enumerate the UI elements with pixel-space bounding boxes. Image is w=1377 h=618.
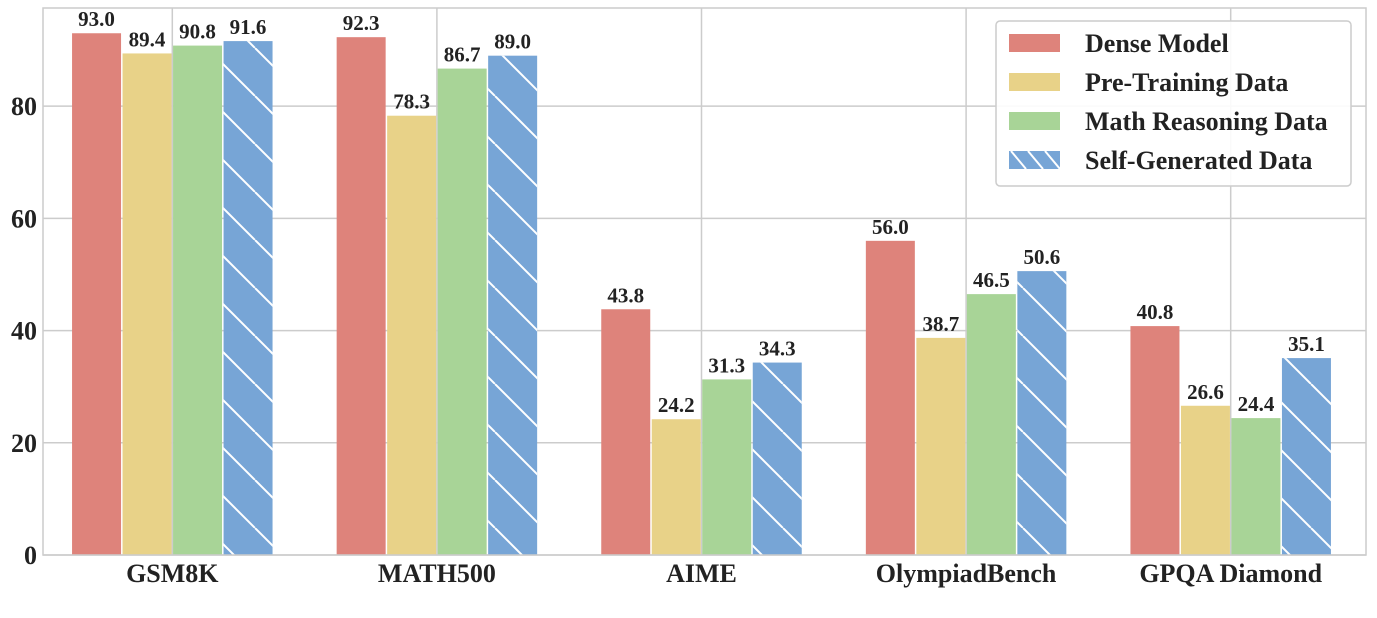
bar-hatch <box>1017 271 1067 555</box>
y-tick-label: 60 <box>11 204 37 233</box>
bar-value-label: 89.4 <box>129 27 166 51</box>
bar-value-label: 40.8 <box>1137 300 1174 324</box>
legend-swatch <box>1009 73 1060 91</box>
y-tick-label: 20 <box>11 429 37 458</box>
y-tick-label: 0 <box>24 541 37 570</box>
legend-label: Pre-Training Data <box>1085 68 1288 97</box>
legend-box <box>995 20 1352 187</box>
x-tick-label: GSM8K <box>126 559 219 588</box>
legend-hatch-line <box>1027 150 1044 170</box>
bar-value-label: 34.3 <box>759 337 796 361</box>
x-tick-label: OlympiadBench <box>876 559 1057 588</box>
legend-hatch-line <box>1010 150 1027 170</box>
bar-value-label: 56.0 <box>872 215 909 239</box>
bar-dense-model <box>601 309 651 555</box>
legend-label: Self-Generated Data <box>1085 146 1312 175</box>
value-labels: 93.0 92.3 43.8 56.0 40.8 89.4 78.3 24.2 38.7 26.6… <box>78 7 1325 417</box>
bar-hatch <box>752 362 802 555</box>
bar-dense-model <box>1130 326 1180 555</box>
legend-swatch <box>1009 34 1060 52</box>
y-tick-label: 40 <box>11 317 37 346</box>
bar-math-reasoning-data <box>966 294 1016 555</box>
bar-dense-model <box>336 37 386 555</box>
bar-value-label: 46.5 <box>973 268 1010 292</box>
bar-math-reasoning-data <box>1231 418 1281 555</box>
bar-pre-training-data <box>122 53 172 555</box>
bar-pre-training-data <box>651 419 701 555</box>
x-tick-label: AIME <box>666 559 737 588</box>
legend-hatch-line <box>1044 150 1061 170</box>
bar-value-label: 92.3 <box>343 11 380 35</box>
bar-math-reasoning-data <box>173 45 223 556</box>
bar-value-label: 50.6 <box>1023 245 1060 269</box>
bar-value-label: 24.2 <box>658 393 695 417</box>
bar-hatch <box>1281 358 1331 555</box>
bar-value-label: 93.0 <box>78 7 115 31</box>
bar-pre-training-data <box>916 337 966 555</box>
bar-value-label: 38.7 <box>922 312 959 336</box>
bar-math-reasoning-data <box>702 379 752 555</box>
bar-dense-model <box>865 240 915 556</box>
bar-value-label: 24.4 <box>1238 392 1275 416</box>
x-tick-label: MATH500 <box>378 559 496 588</box>
axes: 0 20 40 60 80 GSM8K MATH500 AIME OlympiadBench GP… <box>11 92 1323 588</box>
bars <box>72 33 1331 556</box>
bar-value-label: 91.6 <box>230 15 267 39</box>
bar-dense-model <box>72 33 122 555</box>
bar-value-label: 35.1 <box>1288 332 1325 356</box>
plot-frame <box>42 7 1367 556</box>
legend: Dense Model Pre-Training Data Math Reasoni… <box>995 20 1352 187</box>
bar-value-label: 31.3 <box>708 353 745 377</box>
legend-swatch <box>1009 112 1060 130</box>
bar-hatch <box>223 41 273 555</box>
bar-pre-training-data <box>387 115 437 556</box>
bar-value-label: 90.8 <box>179 20 216 44</box>
bar-value-label: 78.3 <box>393 90 430 114</box>
bar-value-label: 89.0 <box>494 30 531 54</box>
legend-label: Math Reasoning Data <box>1085 107 1328 136</box>
y-tick-label: 80 <box>11 92 37 121</box>
bar-pre-training-data <box>1180 405 1230 555</box>
bar-math-reasoning-data <box>437 68 487 556</box>
bar-value-label: 86.7 <box>444 43 481 67</box>
bar-value-label: 26.6 <box>1187 380 1224 404</box>
x-tick-label: GPQA Diamond <box>1139 559 1322 588</box>
legend-label: Dense Model <box>1085 29 1229 58</box>
bar-value-label: 43.8 <box>607 283 644 307</box>
bar-hatch <box>488 55 538 555</box>
